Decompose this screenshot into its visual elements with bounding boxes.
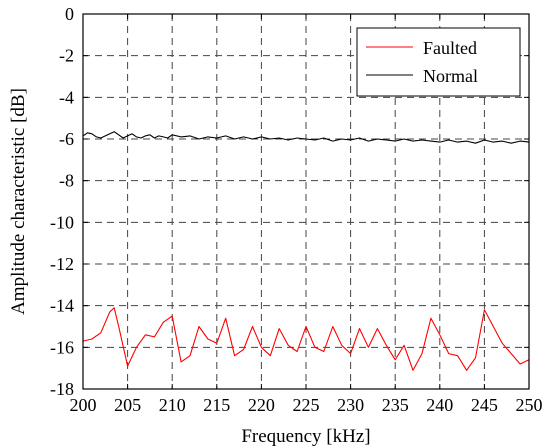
- y-tick-label: -12: [50, 254, 74, 274]
- x-tick-label: 225: [293, 395, 320, 415]
- x-axis-title: Frequency [kHz]: [241, 426, 370, 447]
- x-tick-label: 250: [516, 395, 543, 415]
- x-tick-label: 245: [471, 395, 498, 415]
- series-line-normal: [82, 131, 530, 144]
- series-line-faulted: [82, 307, 530, 371]
- x-tick-label: 210: [159, 395, 186, 415]
- x-tick-label: 215: [203, 395, 230, 415]
- y-tick-label: -18: [50, 379, 74, 399]
- y-axis-title: Amplitude characteristic [dB]: [8, 88, 29, 315]
- series-group: [82, 131, 530, 371]
- y-tick-label: 0: [65, 4, 74, 24]
- y-tick-label: -8: [59, 171, 74, 191]
- y-tick-label: -10: [50, 212, 74, 232]
- legend-label-normal: Normal: [423, 66, 478, 86]
- x-tick-label: 240: [426, 395, 453, 415]
- legend-label-faulted: Faulted: [423, 38, 477, 58]
- x-tick-labels: 200 205 210 215 220 225 230 235 240 245 250: [70, 395, 543, 415]
- legend: Faulted Normal: [356, 27, 521, 97]
- x-tick-label: 205: [114, 395, 141, 415]
- x-tick-label: 220: [248, 395, 275, 415]
- legend-box: [356, 27, 521, 97]
- y-tick-label: -6: [59, 129, 74, 149]
- y-tick-label: -2: [59, 46, 74, 66]
- x-tick-label: 230: [337, 395, 364, 415]
- y-tick-labels: 0 -2 -4 -6 -8 -10 -12 -14 -16 -18: [50, 4, 74, 399]
- x-tick-label: 235: [382, 395, 409, 415]
- y-tick-label: -16: [50, 337, 74, 357]
- y-tick-label: -14: [50, 296, 74, 316]
- y-tick-label: -4: [59, 87, 74, 107]
- x-tick-label: 200: [70, 395, 97, 415]
- ticks: [82, 13, 530, 390]
